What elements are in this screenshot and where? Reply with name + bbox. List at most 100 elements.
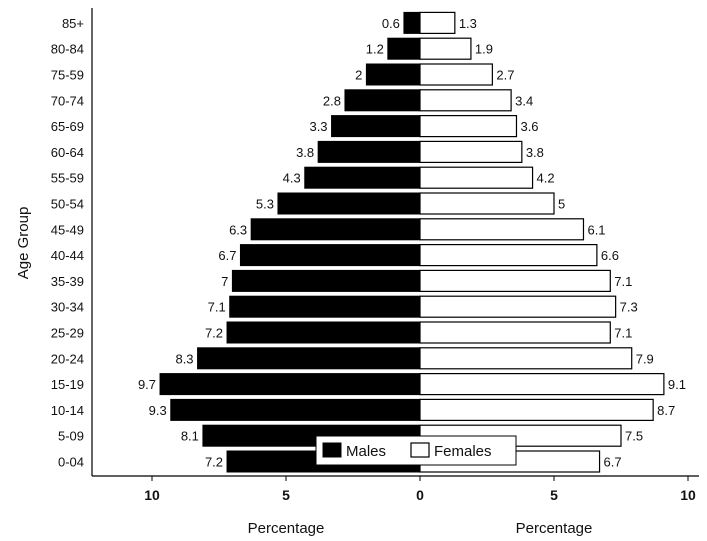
- label-females-35-39: 7.1: [614, 274, 632, 289]
- category-label-0-04: 0-04: [58, 455, 84, 470]
- label-females-40-44: 6.6: [601, 248, 619, 263]
- category-label-55-59: 55-59: [51, 171, 84, 186]
- bar-males-25-29: [226, 321, 421, 344]
- label-females-5-09: 7.5: [625, 429, 643, 444]
- x-axis-label-right: Percentage: [516, 520, 593, 537]
- label-males-75-59: 2: [355, 68, 362, 83]
- legend-label-males: Males: [346, 443, 386, 460]
- x-ticks-group: 10 5 0 5 10: [144, 476, 696, 503]
- category-label-15-19: 15-19: [51, 377, 84, 392]
- bar-males-50-54: [277, 192, 421, 215]
- category-label-25-29: 25-29: [51, 326, 84, 341]
- label-males-30-34: 7.1: [208, 300, 226, 315]
- category-label-50-54: 50-54: [51, 197, 84, 212]
- label-males-25-29: 7.2: [205, 326, 223, 341]
- bar-females-45-49: [419, 218, 585, 241]
- bar-males-85plus: [403, 11, 421, 34]
- x-tick-label-3: 5: [550, 487, 558, 503]
- label-males-45-49: 6.3: [229, 222, 247, 237]
- label-females-60-64: 3.8: [526, 145, 544, 160]
- category-label-35-39: 35-39: [51, 274, 84, 289]
- label-females-30-34: 7.3: [620, 300, 638, 315]
- category-label-70-74: 70-74: [51, 93, 84, 108]
- category-label-75-59: 75-59: [51, 68, 84, 83]
- label-males-50-54: 5.3: [256, 197, 274, 212]
- bar-females-60-64: [419, 140, 523, 163]
- label-males-70-74: 2.8: [323, 93, 341, 108]
- bar-females-55-59: [419, 166, 534, 189]
- bar-males-80-84: [387, 37, 421, 60]
- bar-males-15-19: [159, 373, 421, 396]
- bar-males-20-24: [197, 347, 421, 370]
- value-labels-group: 0.6 1.3 1.2 1.9 2 2.7 2.8 3.4 3.3 3.6 3.8 3.8 4.3 4.2…: [138, 16, 686, 470]
- y-axis-label: Age Group: [15, 207, 32, 280]
- label-females-10-14: 8.7: [657, 403, 675, 418]
- bar-females-40-44: [419, 244, 598, 267]
- bar-males-70-74: [344, 89, 421, 112]
- category-labels-group: 85+ 80-84 75-59 70-74 65-69 60-64 55-59 50-54 45…: [51, 16, 84, 470]
- bar-females-65-69: [419, 114, 518, 138]
- label-males-10-14: 9.3: [149, 403, 167, 418]
- bar-females-25-29: [419, 321, 611, 344]
- label-females-70-74: 3.4: [515, 93, 533, 108]
- label-males-65-69: 3.3: [309, 119, 327, 134]
- category-label-30-34: 30-34: [51, 300, 84, 315]
- label-females-75-59: 2.7: [496, 68, 514, 83]
- x-axis-label-left: Percentage: [248, 520, 325, 537]
- bar-males-10-14: [170, 398, 421, 421]
- x-tick-label-4: 10: [680, 487, 696, 503]
- x-tick-label-0: 10: [144, 487, 160, 503]
- bar-females-50-54: [419, 192, 555, 215]
- label-females-85plus: 1.3: [459, 16, 477, 31]
- bar-males-30-34: [229, 295, 421, 318]
- x-tick-label-1: 5: [282, 487, 290, 503]
- label-males-80-84: 1.2: [366, 42, 384, 57]
- bar-females-85plus: [419, 11, 456, 34]
- category-label-40-44: 40-44: [51, 248, 84, 263]
- bar-females-70-74: [419, 89, 512, 112]
- bar-females-75-59: [419, 63, 493, 86]
- label-females-55-59: 4.2: [537, 171, 555, 186]
- legend: Males Females: [315, 435, 517, 466]
- label-males-20-24: 8.3: [175, 351, 193, 366]
- bar-males-60-64: [317, 140, 421, 163]
- label-females-65-69: 3.6: [520, 119, 538, 134]
- bar-females-35-39: [419, 269, 611, 292]
- label-females-80-84: 1.9: [475, 42, 493, 57]
- bar-males-35-39: [231, 269, 421, 292]
- bar-females-20-24: [419, 347, 633, 370]
- label-females-50-54: 5: [558, 197, 565, 212]
- bar-males-45-49: [250, 218, 421, 241]
- category-label-5-09: 5-09: [58, 429, 84, 444]
- legend-label-females: Females: [434, 443, 492, 460]
- label-females-0-04: 6.7: [604, 455, 622, 470]
- label-females-15-19: 9.1: [668, 377, 686, 392]
- label-males-85plus: 0.6: [382, 16, 400, 31]
- label-males-55-59: 4.3: [283, 171, 301, 186]
- label-males-0-04: 7.2: [205, 455, 223, 470]
- label-males-5-09: 8.1: [181, 429, 199, 444]
- bar-males-65-69: [331, 115, 421, 138]
- bar-females-30-34: [419, 295, 617, 318]
- bar-males-75-59: [365, 63, 421, 86]
- x-tick-label-2: 0: [416, 487, 424, 503]
- category-label-80-84: 80-84: [51, 42, 84, 57]
- label-males-15-19: 9.7: [138, 377, 156, 392]
- label-males-35-39: 7: [221, 274, 228, 289]
- bar-females-80-84: [419, 37, 472, 60]
- bar-males-40-44: [239, 244, 421, 267]
- label-females-25-29: 7.1: [614, 326, 632, 341]
- category-label-20-24: 20-24: [51, 351, 84, 366]
- category-label-10-14: 10-14: [51, 403, 84, 418]
- category-label-85plus: 85+: [62, 16, 84, 31]
- label-males-60-64: 3.8: [296, 145, 314, 160]
- label-males-40-44: 6.7: [218, 248, 236, 263]
- label-females-45-49: 6.1: [587, 222, 605, 237]
- category-label-60-64: 60-64: [51, 145, 84, 160]
- legend-swatch-males: [322, 442, 342, 458]
- category-label-65-69: 65-69: [51, 119, 84, 134]
- bar-females-15-19: [419, 373, 665, 396]
- bar-males-55-59: [304, 166, 421, 189]
- category-label-45-49: 45-49: [51, 222, 84, 237]
